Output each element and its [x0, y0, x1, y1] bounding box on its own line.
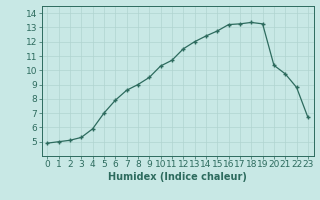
- X-axis label: Humidex (Indice chaleur): Humidex (Indice chaleur): [108, 172, 247, 182]
